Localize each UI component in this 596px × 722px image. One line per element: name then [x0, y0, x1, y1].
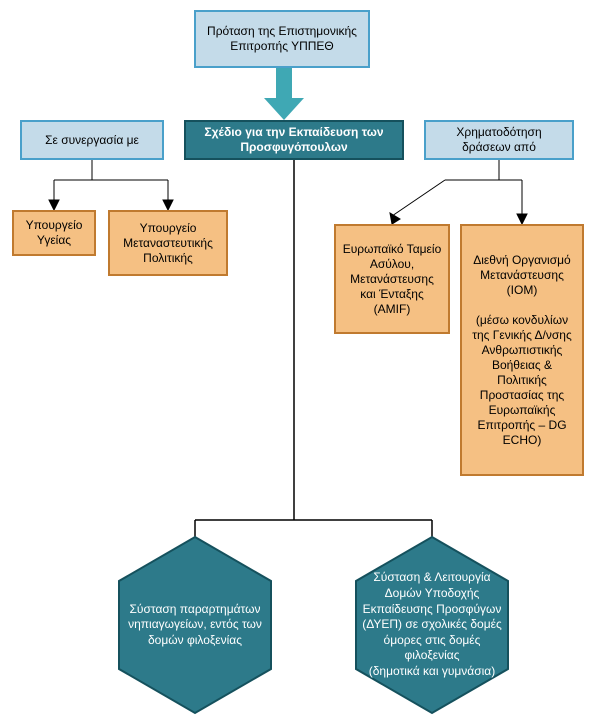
hex-right-shape [356, 537, 508, 713]
fork-right [390, 160, 527, 224]
node-right-header: Χρηματοδότηση δράσεων από [424, 120, 574, 160]
fork-left [49, 160, 173, 210]
arrow-root-to-center [264, 68, 304, 120]
trunk [195, 160, 432, 540]
hex-right-label: Σύσταση & Λειτουργία Δομών Υποδοχής Εκπα… [362, 545, 502, 705]
node-left-child1: Υπουργείο Υγείας [12, 210, 96, 256]
node-center-header: Σχέδιο για την Εκπαίδευση των Προσφυγόπο… [184, 120, 404, 160]
node-right-child1: Ευρωπαϊκό Ταμείο Ασύλου, Μετανάστευσης κ… [334, 224, 450, 334]
hex-left-shape [119, 537, 271, 713]
node-left-child2: Υπουργείο Μεταναστευτικής Πολιτικής [108, 210, 228, 276]
node-root: Πρόταση της Επιστημονικής Επιτροπής ΥΠΠΕ… [194, 10, 370, 68]
node-left-header: Σε συνεργασία με [20, 120, 164, 160]
hex-left-label: Σύσταση παραρτημάτων νηπιαγωγείων, εντός… [125, 545, 265, 705]
node-right-child2: Διεθνή Οργανισμό Μετανάστευσης (IOM) (μέ… [460, 224, 584, 476]
